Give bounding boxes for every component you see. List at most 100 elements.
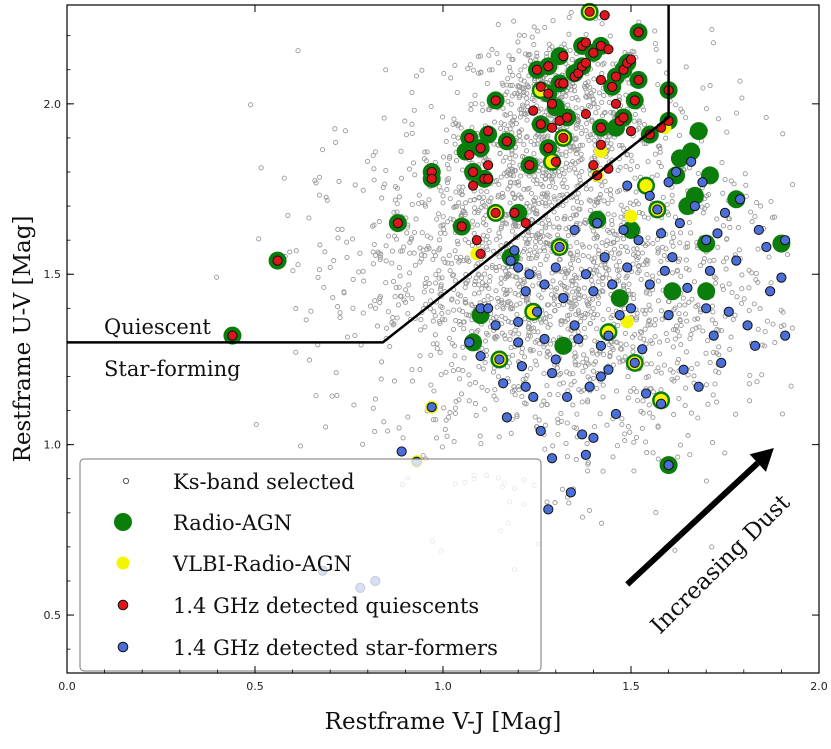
ks-point [421, 289, 427, 295]
ks-point [479, 286, 485, 292]
ks-point [600, 289, 606, 295]
ks-point [543, 311, 549, 317]
ks-point [316, 192, 323, 198]
ks-point [403, 132, 409, 138]
ks-point [575, 190, 581, 197]
ks-point [560, 202, 566, 209]
ks-point [599, 240, 605, 246]
ks-point [643, 374, 649, 381]
ks-point [716, 344, 722, 350]
ks-point [526, 321, 532, 327]
starformer-point [603, 330, 614, 341]
ks-point [531, 197, 537, 203]
ks-point [436, 184, 442, 190]
ks-point [507, 200, 513, 206]
starformer-point [592, 218, 603, 229]
ks-point [323, 194, 329, 200]
quiescent-point [618, 112, 629, 123]
ks-point [510, 190, 516, 196]
ks-point [695, 415, 701, 421]
ks-point [336, 178, 342, 184]
ks-point [585, 361, 591, 367]
ks-point [674, 360, 680, 366]
ks-point [670, 344, 676, 350]
ks-point [631, 439, 637, 445]
ks-point [584, 94, 590, 101]
ks-point [577, 221, 583, 227]
ks-point [513, 222, 519, 229]
ks-point [258, 165, 264, 171]
ks-point [533, 255, 539, 261]
ks-point [779, 411, 785, 417]
ks-point [778, 323, 784, 329]
ks-point [654, 172, 660, 178]
ks-point [494, 334, 500, 340]
ks-point [498, 125, 504, 131]
starformer-point [731, 255, 742, 266]
ks-point [422, 324, 428, 330]
ks-point [431, 388, 437, 394]
ks-point [372, 429, 378, 435]
ks-point [471, 291, 477, 297]
ks-point [633, 389, 639, 395]
ks-point [486, 67, 493, 73]
ks-point [468, 106, 474, 113]
ks-point [476, 363, 482, 370]
ks-point [550, 179, 556, 185]
ks-point [658, 164, 664, 170]
ks-point [704, 202, 710, 209]
ks-point [521, 110, 527, 116]
ks-point [726, 281, 732, 287]
ks-point [476, 195, 482, 201]
starformer-point [595, 371, 607, 382]
ks-point [559, 151, 565, 157]
ks-point [504, 126, 510, 132]
ks-point [631, 118, 637, 124]
ks-point [508, 101, 514, 107]
radio-agn-point [685, 186, 704, 205]
ks-point [476, 272, 482, 278]
ks-point [542, 446, 548, 452]
ks-point [499, 80, 505, 86]
ks-point [531, 24, 537, 30]
ks-point [504, 89, 510, 95]
ks-point [481, 297, 487, 303]
ks-point [524, 117, 530, 123]
ks-point [444, 177, 450, 183]
ks-point [464, 257, 470, 263]
ks-point [579, 514, 586, 520]
ks-point [456, 319, 462, 325]
ks-point [536, 236, 543, 242]
starformer-point [513, 262, 524, 273]
ks-point [673, 102, 679, 108]
ks-point [579, 105, 585, 112]
ks-point [406, 282, 412, 288]
ks-point [392, 294, 398, 300]
ks-point [584, 441, 590, 447]
ks-point [738, 300, 745, 307]
ks-point [522, 236, 528, 242]
ks-point [695, 170, 701, 177]
ks-point [655, 365, 661, 371]
ks-point [214, 274, 220, 280]
ks-point [618, 243, 624, 250]
ks-point [567, 47, 573, 53]
ks-point [387, 343, 393, 350]
ks-point [449, 261, 455, 267]
ks-point [710, 309, 716, 315]
ks-point [511, 387, 517, 393]
ks-point [479, 101, 485, 107]
starformer-point [464, 337, 475, 348]
ks-point [788, 383, 794, 389]
ks-point [639, 210, 645, 216]
ks-point [470, 67, 476, 73]
ks-point [351, 402, 357, 408]
ks-point [479, 199, 485, 205]
ks-point [603, 242, 609, 249]
ks-point [636, 120, 642, 126]
ks-point [653, 46, 659, 52]
ks-point [620, 145, 627, 151]
ks-point [371, 222, 377, 228]
ks-point [416, 192, 422, 198]
ks-point [627, 429, 633, 435]
